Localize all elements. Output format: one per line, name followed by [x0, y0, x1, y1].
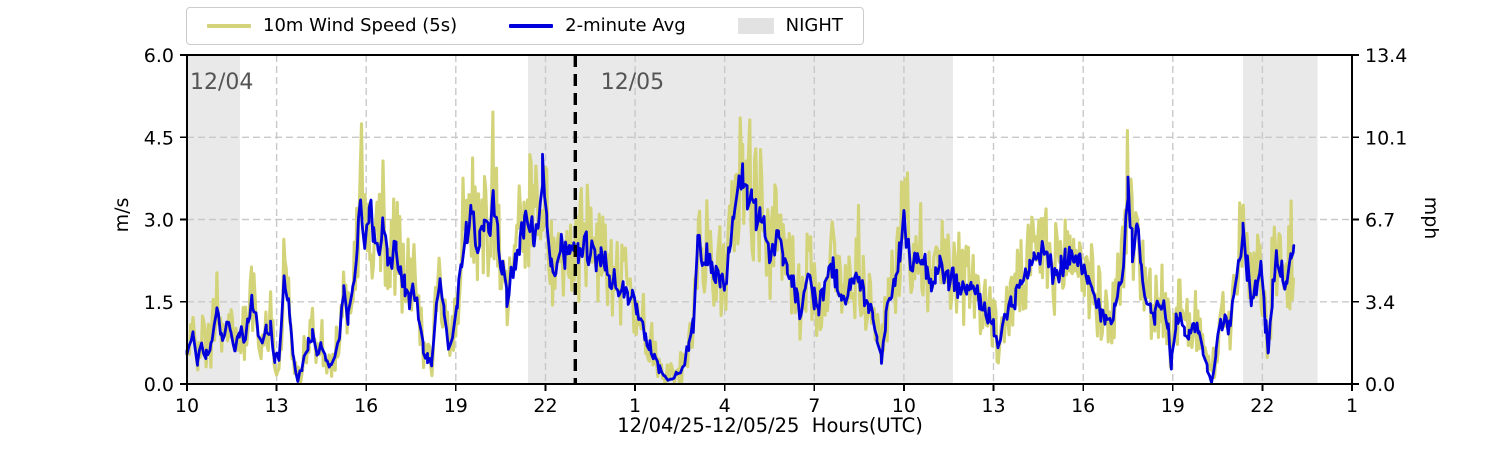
- y-tick-label-left: 6.0: [144, 45, 174, 67]
- date-annotation-1204: 12/04: [189, 70, 254, 95]
- x-tick-label: 16: [1071, 395, 1095, 417]
- y-axis-label-right: mph: [1420, 196, 1442, 240]
- y-tick-label-right: 10.1: [1365, 127, 1407, 149]
- y-tick-label-right: 13.4: [1365, 45, 1407, 67]
- y-tick-label-left: 3.0: [144, 210, 174, 232]
- raw-series-line: [185, 110, 1296, 385]
- y-tick-label-right: 3.4: [1365, 292, 1395, 314]
- axis-ticks: [180, 54, 1359, 391]
- raw-line-swatch: [207, 24, 251, 28]
- x-tick-label: 4: [719, 395, 731, 417]
- x-tick-label: 1: [629, 395, 641, 417]
- x-tick-label: 10: [175, 395, 199, 417]
- x-tick-label: 16: [354, 395, 378, 417]
- x-tick-label: 19: [444, 395, 468, 417]
- x-tick-label: 13: [265, 395, 289, 417]
- legend-label-avg: 2-minute Avg: [565, 15, 686, 36]
- legend-label-night: NIGHT: [785, 15, 843, 36]
- legend: 10m Wind Speed (5s) 2-minute Avg NIGHT: [186, 7, 864, 45]
- x-tick-label: 7: [808, 395, 820, 417]
- legend-item-avg: 2-minute Avg: [509, 15, 686, 37]
- axis-tick-labels: 10 13 16 19 22 1 4 7 10 13 16 19 22 1 0.0 0.0 1.5 3.4 3.0 6…: [144, 45, 1408, 417]
- date-annotation-1205: 12/05: [600, 70, 665, 95]
- y-axis-label-left: m/s: [111, 197, 133, 233]
- night-patch-swatch: [737, 18, 774, 34]
- x-tick-label: 10: [892, 395, 916, 417]
- x-tick-label: 1: [1346, 395, 1358, 417]
- y-tick-label-right: 0.0: [1365, 374, 1395, 396]
- x-tick-label: 22: [533, 395, 557, 417]
- avg-line-swatch: [509, 24, 554, 28]
- legend-item-night: NIGHT: [737, 15, 843, 37]
- avg-series-line: [185, 152, 1296, 385]
- legend-item-raw: 10m Wind Speed (5s): [207, 15, 457, 37]
- y-tick-label-right: 6.7: [1365, 210, 1395, 232]
- x-tick-label: 19: [1161, 395, 1185, 417]
- legend-label-raw: 10m Wind Speed (5s): [263, 15, 458, 36]
- x-axis-label: 12/04/25-12/05/25 Hours(UTC): [617, 414, 923, 437]
- y-tick-label-left: 1.5: [144, 292, 174, 314]
- y-tick-label-left: 0.0: [144, 374, 174, 396]
- x-tick-label: 22: [1250, 395, 1274, 417]
- x-tick-label: 13: [981, 395, 1005, 417]
- y-tick-label-left: 4.5: [144, 127, 174, 149]
